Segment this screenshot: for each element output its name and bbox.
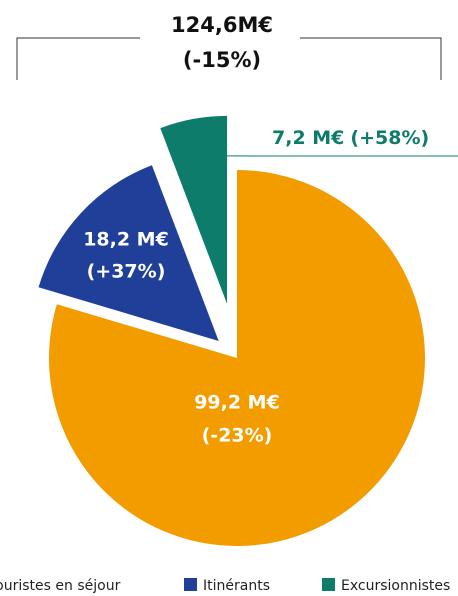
bracket [16,37,140,80]
label-change: (+58%) [350,127,429,149]
pie-slice [38,165,219,341]
slice-change: (-23%) [202,425,273,447]
slice-change: (+37%) [87,261,166,283]
legend-label: Touristes en séjour [0,578,121,594]
legend-label: Itinérants [203,578,270,594]
pie-slice [48,170,426,546]
legend-swatch [322,578,335,591]
bracket [300,37,442,80]
chart-subtitle: (-15%) [183,48,261,72]
slice-label: 7,2 M€ (+58%) [272,127,429,149]
slice-label: 99,2 M€ [194,392,280,414]
legend-swatch [184,578,197,591]
pie-slice [160,115,228,304]
slice-label: 18,2 M€ [83,229,169,251]
chart-title: 124,6M€ [171,13,273,37]
label-value: 7,2 M€ [272,127,344,149]
legend-label: Excursionnistes [341,578,450,594]
